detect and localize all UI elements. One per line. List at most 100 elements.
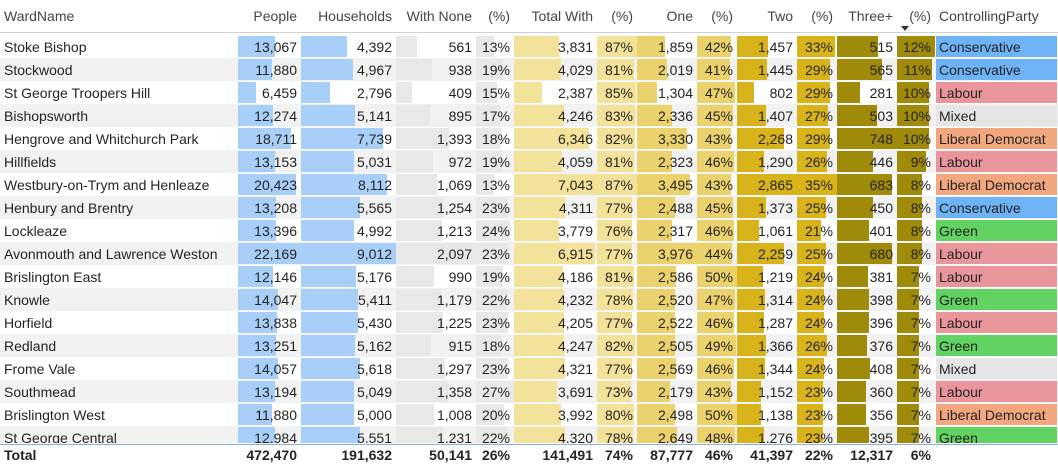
data-bar <box>238 289 278 310</box>
table-row[interactable]: St George Central 12,984 5,551 1,231 22% 4,32… <box>0 426 1058 443</box>
column-header[interactable]: (%) <box>897 0 935 32</box>
party-name: Conservative <box>939 61 1021 78</box>
column-header[interactable]: People <box>238 0 301 32</box>
table-cell: 409 <box>396 81 476 104</box>
ward-name: Westbury-on-Trym and Henleaze <box>4 176 210 193</box>
data-bar <box>238 335 276 356</box>
cell-value: 24% <box>804 360 833 377</box>
header-text: (%) <box>488 8 510 24</box>
table-row[interactable]: Horfield 13,838 5,430 1,225 23% 4,205 77% 2,522… <box>0 311 1058 334</box>
table-row[interactable]: Knowle 14,047 5,411 1,179 22% 4,232 78% 2,520 47… <box>0 288 1058 311</box>
column-header[interactable]: (%) <box>597 0 637 32</box>
table-row[interactable]: Frome Vale 14,057 5,618 1,297 23% 4,321 77% 2,5… <box>0 357 1058 380</box>
party-fill <box>936 312 1057 333</box>
cell-value: 5,430 <box>356 314 392 331</box>
header-text: Total With <box>531 8 593 24</box>
cell-value: 4,392 <box>356 38 392 55</box>
column-header[interactable]: Households <box>301 0 396 32</box>
table-cell: 3,330 <box>637 127 697 150</box>
table-cell: 12,274 <box>238 104 301 127</box>
data-bar <box>737 174 797 195</box>
data-bar <box>301 197 360 218</box>
data-bar <box>737 105 767 126</box>
column-header[interactable]: (%) <box>476 0 514 32</box>
data-bar <box>697 335 737 356</box>
data-bar <box>238 404 272 425</box>
table-row[interactable]: Bishopsworth 12,274 5,141 895 17% 4,246 83% 2,3… <box>0 104 1058 127</box>
table-cell: 4,321 <box>514 357 597 380</box>
column-header[interactable]: (%) <box>697 0 737 32</box>
table-row[interactable]: Lockleaze 13,396 4,992 1,213 24% 3,779 76% 2,31… <box>0 219 1058 242</box>
cell-value: 2,259 <box>757 245 793 262</box>
ward-name: Brislington East <box>4 268 102 285</box>
header-text: WardName <box>4 8 75 24</box>
data-bar <box>837 82 860 103</box>
table-cell: 7% <box>897 426 935 443</box>
table-cell: 12% <box>897 35 935 58</box>
table-row[interactable]: Avonmouth and Lawrence Weston 22,169 9,012… <box>0 242 1058 265</box>
table-row[interactable]: St George Troopers Hill 6,459 2,796 409 15% 2… <box>0 81 1058 104</box>
table-cell: 4,246 <box>514 104 597 127</box>
column-header[interactable]: WardName <box>0 0 238 32</box>
table-row[interactable]: Hillfields 13,153 5,031 972 19% 4,059 81% 2,323… <box>0 150 1058 173</box>
table-cell: 5,430 <box>301 311 396 334</box>
data-bar <box>238 266 273 287</box>
table-cell: 49% <box>697 334 737 357</box>
column-header[interactable]: Three+ <box>837 0 897 32</box>
column-header[interactable]: One <box>637 0 697 32</box>
table-cell: 47% <box>697 288 737 311</box>
table-row[interactable]: Brislington East 12,146 5,176 990 19% 4,186 81… <box>0 265 1058 288</box>
column-header[interactable]: ControllingParty <box>935 0 1058 32</box>
sort-indicator[interactable] <box>901 26 909 31</box>
table-cell: 8,112 <box>301 173 396 196</box>
table-cell: 1,393 <box>396 127 476 150</box>
table-row[interactable]: Henbury and Brentry 13,208 5,565 1,254 23% 4,… <box>0 196 1058 219</box>
table-cell: 27% <box>476 380 514 403</box>
cell-value: 35% <box>804 176 833 193</box>
header-text: One <box>666 8 693 24</box>
table-cell: 23% <box>476 311 514 334</box>
column-header[interactable]: Total With <box>514 0 597 32</box>
table-row[interactable]: Southmead 13,194 5,049 1,358 27% 3,691 73% 2,17… <box>0 380 1058 403</box>
data-bar <box>897 59 932 80</box>
table-cell: 1,069 <box>396 173 476 196</box>
table-cell: 2,865 <box>737 173 797 196</box>
table-cell: 3,691 <box>514 380 597 403</box>
cell-value: 11% <box>904 61 931 78</box>
data-bar <box>837 312 869 333</box>
column-header[interactable]: Two <box>737 0 797 32</box>
table-row[interactable]: Hengrove and Whitchurch Park 18,711 7,739 1… <box>0 127 1058 150</box>
party-fill <box>936 266 1057 287</box>
table-cell: 8% <box>897 173 935 196</box>
data-bar <box>476 128 502 149</box>
cell-value: 10% <box>902 130 931 147</box>
table-cell: 2,259 <box>737 242 797 265</box>
table-row[interactable]: Redland 13,251 5,162 915 18% 4,247 82% 2,505 49%… <box>0 334 1058 357</box>
table-row[interactable]: Brislington West 11,880 5,000 1,008 20% 3,992… <box>0 403 1058 426</box>
cell-value: 46% <box>704 314 733 331</box>
table-cell: 1,366 <box>737 334 797 357</box>
column-header[interactable]: (%) <box>797 0 837 32</box>
cell-value: 4,029 <box>557 61 593 78</box>
table-cell: 446 <box>837 150 897 173</box>
cell-value: 2,488 <box>657 199 693 216</box>
cell-value: 1,859 <box>657 38 693 55</box>
data-bar <box>301 128 383 149</box>
cell-value: 81% <box>604 153 633 170</box>
party-fill <box>936 220 1057 241</box>
total-cell: 472,470 <box>238 445 301 464</box>
cell-value: 938 <box>448 61 472 78</box>
data-bar <box>797 82 831 103</box>
table-cell: Labour <box>935 150 1058 173</box>
data-bar <box>301 36 348 57</box>
cell-value: 13,208 <box>254 199 297 216</box>
table-cell: Bishopsworth <box>0 104 238 127</box>
table-cell: Liberal Democrat <box>935 403 1058 426</box>
data-bar <box>514 36 560 57</box>
data-bar <box>697 82 735 103</box>
table-row[interactable]: Stockwood 11,880 4,967 938 19% 4,029 81% 2,019 4… <box>0 58 1058 81</box>
table-row[interactable]: Westbury-on-Trym and Henleaze 20,423 8,112… <box>0 173 1058 196</box>
cell-value: 398 <box>869 291 893 308</box>
table-row[interactable]: Stoke Bishop 13,067 4,392 561 13% 3,831 87% 1,8… <box>0 35 1058 58</box>
column-header[interactable]: With None <box>396 0 476 32</box>
